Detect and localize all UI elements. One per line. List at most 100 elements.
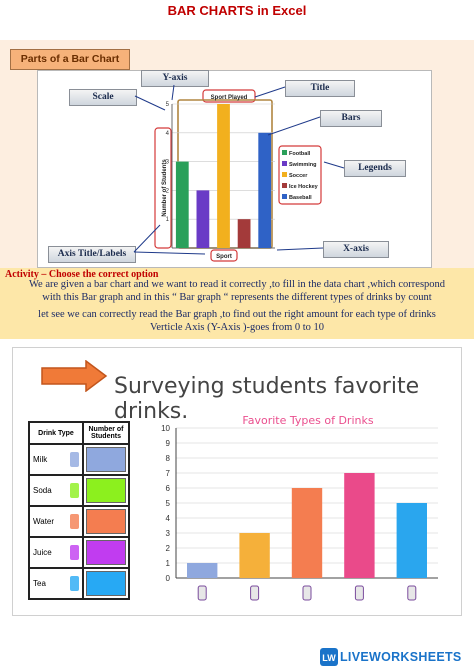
y-tick-label: 3 <box>166 160 170 166</box>
legend-entry: Soccer <box>289 173 308 179</box>
legend-swatch <box>282 161 287 166</box>
count-cell <box>82 474 130 507</box>
table-row: Milk <box>28 443 130 476</box>
activity-line-2: with this Bar graph and in this “ Bar gr… <box>42 292 432 303</box>
drink-icon <box>70 452 79 467</box>
activity-line-4: Verticle Axis (Y-Axis )-goes from 0 to 1… <box>149 322 325 333</box>
liveworksheets-logo: LW <box>320 648 338 666</box>
chart-title: Favorite Types of Drinks <box>242 414 373 427</box>
count-cell <box>82 567 130 600</box>
y-tick-label: 3 <box>166 529 171 538</box>
callout-x-axis: X-axis <box>323 241 389 258</box>
table-row: Juice <box>28 536 130 569</box>
drink-icon <box>70 545 79 560</box>
table-row: Water <box>28 505 130 538</box>
y-tick-label: 5 <box>166 499 171 508</box>
drink-cell: Water <box>28 505 84 538</box>
count-cell <box>82 443 130 476</box>
y-tick-label: 2 <box>166 544 171 553</box>
drink-cell: Soda <box>28 474 84 507</box>
table-row: Soda <box>28 474 130 507</box>
drink-icon <box>70 483 79 498</box>
legend-entry: Ice Hockey <box>289 184 319 190</box>
callout-y-axis: Y-axis <box>141 70 209 87</box>
y-tick-label: 1 <box>166 559 171 568</box>
count-input[interactable] <box>86 540 126 565</box>
drink-axis-icon <box>197 585 207 601</box>
y-tick-label: 2 <box>166 188 170 194</box>
activity-line-3: let see we can correctly read the Bar gr… <box>38 309 436 320</box>
y-axis-title: Number of Students <box>162 159 168 217</box>
drink-name: Water <box>33 517 55 526</box>
bar <box>396 503 427 578</box>
callout-scale: Scale <box>69 89 137 106</box>
bar <box>187 563 218 578</box>
drink-axis-icon <box>407 585 417 601</box>
drink-name: Soda <box>33 486 52 495</box>
y-tick-label: 6 <box>166 484 171 493</box>
bar <box>196 190 210 248</box>
drink-cell: Juice <box>28 536 84 569</box>
count-input[interactable] <box>86 509 126 534</box>
drink-axis-icon <box>302 585 312 601</box>
table-row: Tea <box>28 567 130 600</box>
y-tick-label: 4 <box>166 131 170 137</box>
legend-entry: Baseball <box>289 195 312 201</box>
parts-label: Parts of a Bar Chart <box>10 49 130 70</box>
bar <box>344 473 375 578</box>
drink-axis-icon <box>354 585 364 601</box>
drink-name: Milk <box>33 455 48 464</box>
example-chart: 1 2 3 4 5 Sport Played Sport Number of Students… <box>154 89 322 262</box>
drink-icon <box>70 576 79 591</box>
drink-cell: Tea <box>28 567 84 600</box>
legend-highlight <box>278 145 322 205</box>
y-tick-label: 8 <box>166 454 171 463</box>
y-tick-label: 7 <box>166 469 171 478</box>
y-tick-label: 4 <box>166 514 171 523</box>
ylabel-highlight <box>154 127 172 249</box>
y-tick-label: 10 <box>161 424 170 433</box>
legend-entry: Swimming <box>289 162 317 168</box>
table-header-count: Number of Students <box>82 421 130 445</box>
table-header-drink: Drink Type <box>28 421 84 445</box>
legend-swatch <box>282 183 287 188</box>
x-axis-title: Sport <box>216 254 232 260</box>
legend-swatch <box>282 172 287 177</box>
drink-table: Drink Type Number of Students Milk Soda Wa… <box>28 421 130 600</box>
count-cell <box>82 505 130 538</box>
activity-line-1: We are given a bar chart and we want to … <box>28 279 446 290</box>
xlabel-highlight <box>210 249 238 262</box>
count-input[interactable] <box>86 447 126 472</box>
callout-axis-title: Axis Title/Labels <box>48 246 136 263</box>
svg-text:LW: LW <box>322 653 336 663</box>
count-cell <box>82 536 130 569</box>
bar <box>239 533 270 578</box>
drink-name: Tea <box>33 579 46 588</box>
activity-heading: Activity – Choose the correct option <box>5 269 159 280</box>
callout-legends: Legends <box>344 160 406 177</box>
legend-swatch <box>282 150 287 155</box>
y-tick-label: 1 <box>166 217 170 223</box>
y-tick-label: 0 <box>166 574 171 583</box>
drink-name: Juice <box>33 548 52 557</box>
bar <box>258 132 272 248</box>
footer-brand: LIVEWORKSHEETS <box>340 650 462 664</box>
arrow-icon <box>41 360 108 392</box>
count-input[interactable] <box>86 478 126 503</box>
drink-cell: Milk <box>28 443 84 476</box>
survey-title: Surveying students favorite drinks. <box>114 374 420 424</box>
legend-swatch <box>282 194 287 199</box>
count-input[interactable] <box>86 571 126 596</box>
chart-title: Sport Played <box>211 95 248 101</box>
legend-entry: Football <box>289 151 311 157</box>
bar <box>217 104 230 248</box>
bar <box>291 488 323 578</box>
drink-axis-icon <box>250 585 260 601</box>
callout-bars: Bars <box>320 110 382 127</box>
y-tick-label: 5 <box>166 102 170 108</box>
activity-section <box>0 268 474 339</box>
bar <box>237 219 251 248</box>
bar <box>175 161 189 248</box>
drink-icon <box>70 514 79 529</box>
y-tick-label: 9 <box>166 439 171 448</box>
